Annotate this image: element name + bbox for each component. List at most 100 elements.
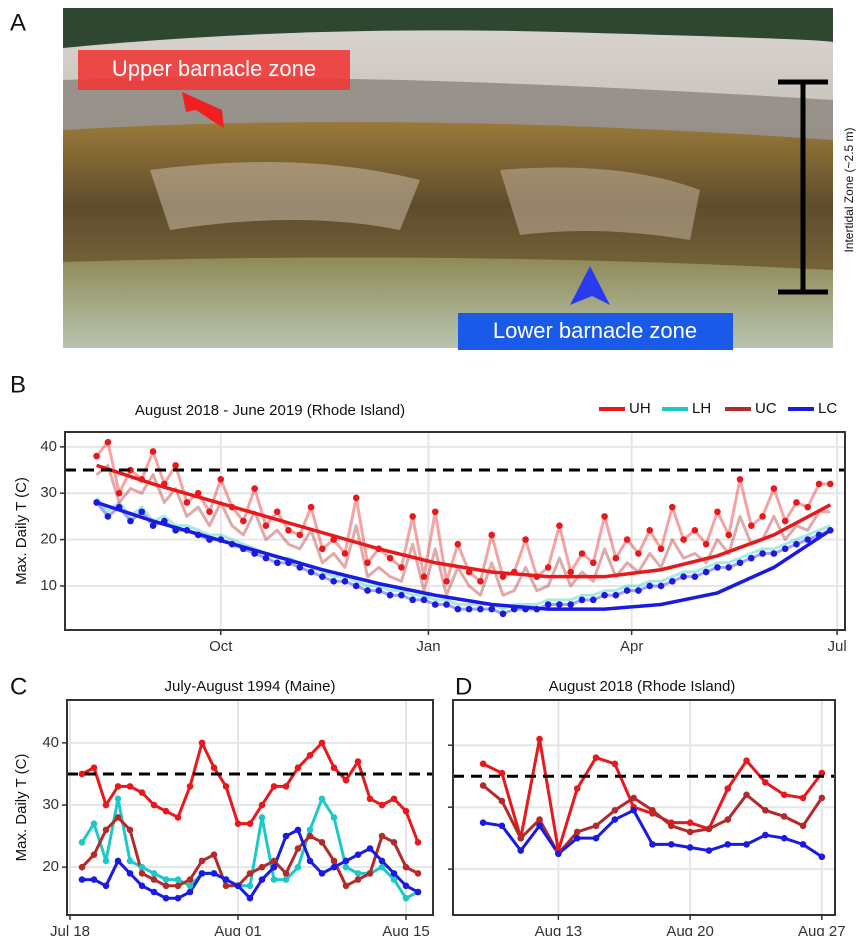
legend-label: LC	[818, 400, 837, 417]
data-point	[692, 573, 699, 580]
data-point	[522, 536, 529, 543]
panel-label: C	[10, 673, 27, 700]
data-point	[355, 876, 362, 883]
data-point	[555, 850, 562, 857]
data-point	[646, 527, 653, 534]
data-point	[115, 814, 122, 821]
data-point	[139, 882, 146, 889]
data-point	[223, 882, 230, 889]
data-point	[574, 785, 581, 792]
chart-title: August 2018 (Rhode Island)	[549, 678, 736, 695]
data-point	[556, 601, 563, 608]
data-point	[567, 569, 574, 576]
data-point	[771, 485, 778, 492]
x-tick-label: Jan	[416, 638, 440, 655]
data-point	[443, 578, 450, 585]
data-point	[91, 764, 98, 771]
chart-title: August 2018 - June 2019 (Rhode Island)	[135, 402, 405, 419]
data-point	[343, 864, 350, 871]
data-point	[364, 587, 371, 594]
data-point	[601, 513, 608, 520]
data-point	[331, 764, 338, 771]
data-point	[455, 606, 462, 613]
data-point	[499, 798, 506, 805]
data-point	[172, 462, 179, 469]
y-tick-label: 20	[40, 531, 57, 548]
data-point	[319, 573, 326, 580]
data-point	[343, 882, 350, 889]
data-point	[480, 761, 487, 768]
data-point	[274, 559, 281, 566]
panel-label: D	[455, 673, 472, 700]
data-point	[175, 814, 182, 821]
data-point	[367, 796, 374, 803]
data-point	[79, 876, 86, 883]
data-point	[706, 847, 713, 854]
data-point	[668, 841, 675, 848]
data-point	[93, 453, 100, 460]
data-point	[762, 832, 769, 839]
data-point	[187, 783, 194, 790]
data-point	[692, 527, 699, 534]
data-point	[163, 882, 170, 889]
data-point	[307, 858, 314, 865]
data-point	[355, 870, 362, 877]
data-point	[687, 819, 694, 826]
data-point	[635, 587, 642, 594]
data-point	[409, 597, 416, 604]
data-point	[567, 601, 574, 608]
data-point	[703, 541, 710, 548]
data-point	[79, 839, 86, 846]
data-point	[743, 791, 750, 798]
data-point	[103, 827, 110, 834]
data-point	[355, 851, 362, 858]
data-point	[781, 791, 788, 798]
y-tick-label: 20	[42, 858, 59, 875]
data-point	[271, 864, 278, 871]
panel-label: A	[10, 9, 26, 36]
data-point	[612, 816, 619, 823]
data-point	[724, 785, 731, 792]
data-point	[91, 820, 98, 827]
x-tick-label: Aug 20	[666, 923, 714, 936]
data-point	[714, 564, 721, 571]
y-tick-label: 40	[40, 438, 57, 455]
x-tick-label: Aug 27	[798, 923, 846, 936]
data-point	[116, 490, 123, 497]
data-point	[105, 439, 112, 446]
data-point	[613, 592, 620, 599]
data-point	[415, 870, 422, 877]
upper-zone-label: Upper barnacle zone	[112, 56, 316, 81]
data-point	[743, 757, 750, 764]
data-point	[668, 822, 675, 829]
data-point	[545, 601, 552, 608]
scale-label: Intertidal Zone (~2.5 m)	[842, 127, 856, 252]
data-point	[782, 546, 789, 553]
data-point	[759, 550, 766, 557]
data-point	[331, 864, 338, 871]
data-point	[432, 508, 439, 515]
data-point	[488, 532, 495, 539]
data-point	[151, 876, 158, 883]
data-point	[601, 592, 608, 599]
data-point	[105, 513, 112, 520]
data-point	[274, 508, 281, 515]
data-point	[781, 813, 788, 820]
data-point	[259, 814, 266, 821]
data-point	[247, 820, 254, 827]
data-point	[247, 882, 254, 889]
data-point	[725, 532, 732, 539]
data-point	[635, 550, 642, 557]
x-tick-label: Jul 18	[50, 923, 90, 936]
photo: Upper barnacle zone Lower barnacle zone	[63, 8, 833, 350]
data-point	[285, 527, 292, 534]
data-point	[536, 736, 543, 743]
data-point	[331, 858, 338, 865]
data-point	[403, 895, 410, 902]
data-point	[398, 592, 405, 599]
data-point	[115, 858, 122, 865]
data-point	[127, 858, 134, 865]
x-tick-label: Jul	[828, 638, 847, 655]
legend-label: UC	[755, 400, 777, 417]
data-point	[283, 870, 290, 877]
